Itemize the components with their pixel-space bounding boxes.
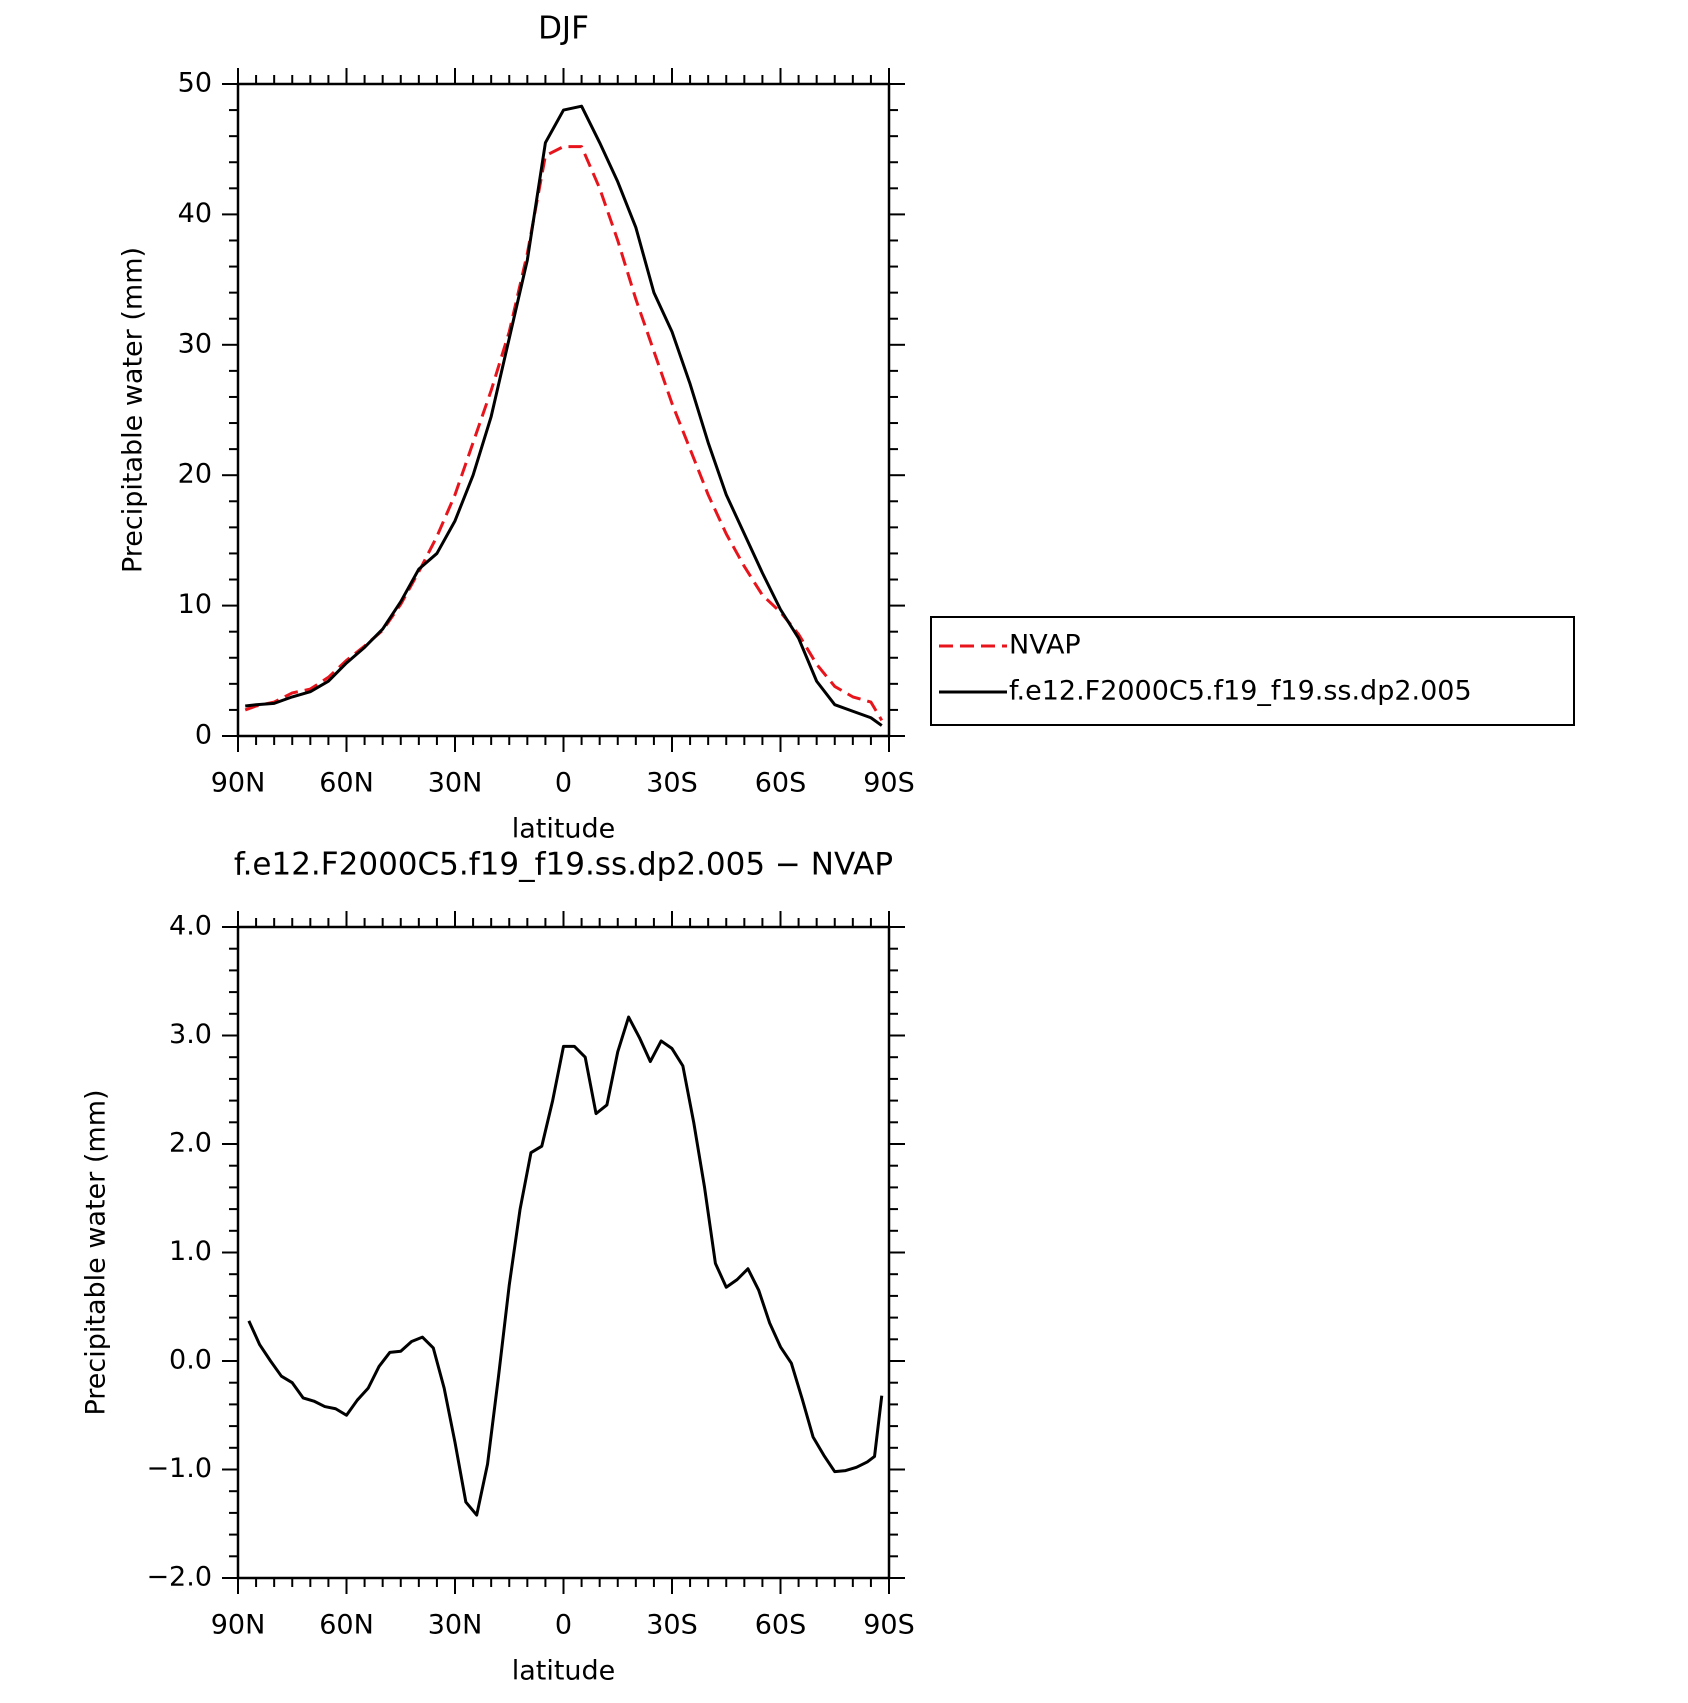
x-tick-label: 90S bbox=[863, 1610, 915, 1641]
x-tick-label: 0 bbox=[555, 768, 572, 799]
x-axis-label: latitude bbox=[512, 1656, 616, 1687]
data-line bbox=[247, 1015, 884, 1517]
y-tick-label: 40 bbox=[178, 198, 212, 229]
x-tick-label: 90S bbox=[863, 768, 915, 799]
y-tick-label: 50 bbox=[178, 68, 212, 99]
y-axis-label: Precipitable water (mm) bbox=[81, 1089, 112, 1415]
data-line bbox=[244, 145, 884, 722]
x-tick-label: 90N bbox=[211, 768, 266, 799]
x-tick-label: 90N bbox=[211, 1610, 266, 1641]
x-tick-label: 60S bbox=[755, 768, 807, 799]
y-tick-label: 4.0 bbox=[169, 911, 212, 942]
plot-frame bbox=[236, 925, 891, 1580]
y-tick-label: −2.0 bbox=[146, 1562, 212, 1593]
x-tick-label: 30S bbox=[646, 1610, 698, 1641]
y-tick-label: 30 bbox=[178, 328, 212, 359]
y-tick-label: 0 bbox=[195, 720, 212, 751]
x-axis-label: latitude bbox=[512, 814, 616, 845]
y-tick-label: 20 bbox=[178, 459, 212, 490]
y-tick-label: 3.0 bbox=[169, 1019, 212, 1050]
x-tick-label: 30N bbox=[428, 1610, 483, 1641]
x-tick-label: 30N bbox=[428, 768, 483, 799]
legend-box bbox=[930, 616, 1575, 726]
y-tick-label: 10 bbox=[178, 589, 212, 620]
legend-label: NVAP bbox=[1009, 630, 1081, 661]
chart-title: DJF bbox=[538, 11, 589, 47]
plot-frame bbox=[236, 82, 891, 738]
y-tick-label: 2.0 bbox=[169, 1128, 212, 1159]
x-tick-label: 60N bbox=[319, 1610, 374, 1641]
x-tick-label: 60N bbox=[319, 768, 374, 799]
x-tick-label: 0 bbox=[555, 1610, 572, 1641]
data-line bbox=[245, 104, 883, 727]
y-tick-label: 1.0 bbox=[169, 1236, 212, 1267]
chart-title: f.e12.F2000C5.f19_f19.ss.dp2.005 − NVAP bbox=[234, 847, 893, 883]
x-tick-label: 30S bbox=[646, 768, 698, 799]
x-tick-label: 60S bbox=[755, 1610, 807, 1641]
y-tick-label: −1.0 bbox=[146, 1453, 212, 1484]
y-axis-label: Precipitable water (mm) bbox=[118, 247, 149, 573]
y-tick-label: 0.0 bbox=[169, 1345, 212, 1376]
legend-label: f.e12.F2000C5.f19_f19.ss.dp2.005 bbox=[1009, 676, 1472, 707]
